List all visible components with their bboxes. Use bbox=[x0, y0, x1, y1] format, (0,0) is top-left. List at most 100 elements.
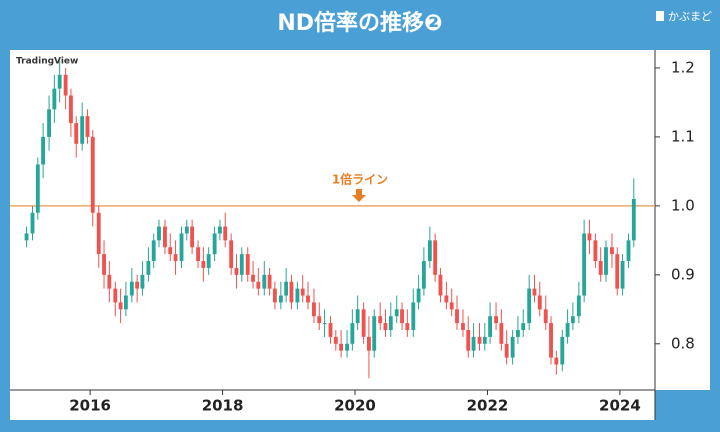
candle-body bbox=[90, 136, 95, 213]
candle-body bbox=[96, 212, 101, 255]
candle-body bbox=[239, 254, 244, 275]
candle-body bbox=[631, 198, 636, 241]
candle-body bbox=[251, 274, 255, 282]
candle-body bbox=[587, 233, 592, 241]
candle-body bbox=[494, 316, 498, 324]
candle-body bbox=[477, 336, 482, 344]
candle-body bbox=[582, 233, 587, 296]
candle-body bbox=[339, 343, 344, 351]
candle-body bbox=[510, 336, 515, 358]
candle-body bbox=[444, 295, 449, 303]
y-tick-label: 1.0 bbox=[671, 196, 695, 214]
candle-body bbox=[47, 109, 52, 137]
candle-body bbox=[471, 336, 476, 351]
candle-body bbox=[416, 288, 421, 303]
candle-body bbox=[295, 288, 300, 303]
candle-body bbox=[278, 295, 283, 303]
candle-body bbox=[620, 261, 625, 289]
candle-body bbox=[626, 240, 631, 262]
candle-body bbox=[333, 336, 338, 344]
candle-body bbox=[118, 302, 123, 310]
candle-body bbox=[482, 336, 487, 344]
candle-body bbox=[438, 274, 443, 296]
candle-body bbox=[30, 212, 35, 234]
candle-body bbox=[565, 323, 570, 337]
candle-body bbox=[206, 254, 211, 268]
y-tick-label: 0.9 bbox=[671, 265, 695, 283]
candle-body bbox=[372, 316, 377, 351]
candle-body bbox=[598, 261, 603, 275]
candle-body bbox=[217, 226, 222, 234]
annotation: 1倍ライン bbox=[332, 172, 388, 187]
candle-body bbox=[504, 343, 509, 358]
candle-body bbox=[284, 281, 289, 296]
candle-body bbox=[411, 302, 416, 330]
candle-body bbox=[355, 309, 360, 324]
x-tick-label: 2020 bbox=[334, 397, 376, 415]
candle-body bbox=[229, 240, 234, 268]
candle-body bbox=[262, 274, 267, 289]
candle-body bbox=[173, 254, 178, 262]
candle-body bbox=[350, 323, 355, 344]
candle-body bbox=[223, 226, 228, 241]
candle-body bbox=[322, 323, 327, 325]
candle-body bbox=[234, 267, 239, 275]
candle-body bbox=[80, 116, 85, 144]
candle-body bbox=[41, 136, 46, 165]
source: TradingView bbox=[16, 57, 78, 67]
candle-body bbox=[129, 281, 134, 296]
brand: かぶまど bbox=[668, 10, 712, 23]
candle-body bbox=[140, 274, 145, 289]
candle-body bbox=[515, 330, 520, 337]
chart-title: ND倍率の推移❷ bbox=[277, 10, 442, 36]
candle-body bbox=[388, 316, 393, 330]
candle-body bbox=[135, 281, 140, 289]
annotation-arrow bbox=[352, 189, 366, 202]
candle-body bbox=[455, 309, 459, 324]
candle-body bbox=[593, 240, 598, 262]
candle-body bbox=[554, 357, 559, 365]
candle-body bbox=[306, 295, 310, 303]
panel bbox=[10, 50, 710, 420]
candle-body bbox=[168, 247, 173, 255]
candle-body bbox=[102, 254, 106, 275]
y-tick-label: 0.8 bbox=[671, 334, 695, 352]
candle-body bbox=[85, 116, 90, 137]
candle-body bbox=[610, 247, 614, 255]
y-tick-label: 1.1 bbox=[671, 127, 695, 145]
candle-body bbox=[433, 240, 438, 275]
x-tick-label: 2018 bbox=[202, 397, 244, 415]
candle-body bbox=[537, 295, 542, 310]
candle-body bbox=[328, 323, 333, 337]
candle-body bbox=[604, 247, 608, 275]
candle-body bbox=[499, 323, 504, 344]
candle-body bbox=[179, 233, 184, 262]
candle-body bbox=[267, 274, 272, 289]
candle-body bbox=[196, 247, 201, 262]
candle-body bbox=[394, 309, 399, 317]
candle-body bbox=[488, 316, 493, 337]
x-tick-label: 2024 bbox=[599, 397, 641, 415]
candle-body bbox=[300, 288, 305, 296]
candle-body bbox=[190, 226, 195, 248]
candle-body bbox=[123, 295, 128, 310]
candle-body bbox=[400, 309, 404, 324]
candle-body bbox=[466, 330, 471, 351]
candle-body bbox=[378, 316, 383, 324]
candle-body bbox=[427, 240, 432, 262]
candle-body bbox=[570, 316, 575, 324]
candle-body bbox=[312, 302, 316, 317]
y-tick-label: 1.2 bbox=[671, 58, 695, 76]
candle-body bbox=[212, 233, 217, 255]
candle-body bbox=[576, 295, 581, 317]
candle-body bbox=[317, 316, 322, 324]
candle-body bbox=[52, 88, 57, 110]
candle-body bbox=[560, 336, 565, 365]
candle-body bbox=[63, 74, 68, 96]
candle-body bbox=[383, 323, 388, 330]
x-tick-label: 2022 bbox=[467, 397, 509, 415]
candle-body bbox=[163, 226, 167, 248]
candle-body bbox=[57, 74, 62, 89]
candle-body bbox=[449, 302, 454, 310]
candle-body bbox=[521, 323, 526, 330]
